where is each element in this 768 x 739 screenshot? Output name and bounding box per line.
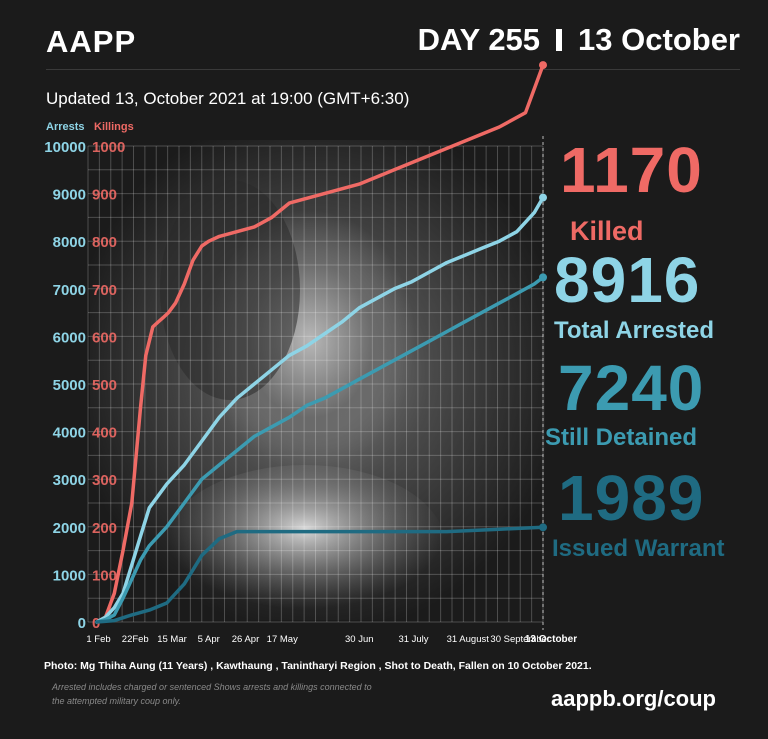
right-tick-label: 900 xyxy=(92,187,117,204)
left-tick-label: 5000 xyxy=(53,377,86,394)
x-tick-label: 17 May xyxy=(267,634,298,645)
killings-endpoint xyxy=(539,61,547,70)
day-counter: DAY 255 13 October xyxy=(418,22,740,58)
warrant-endpoint xyxy=(539,523,547,532)
warrant-count: 1989 xyxy=(558,462,705,534)
left-tick-label: 2000 xyxy=(53,520,86,537)
arrested-count: 8916 xyxy=(554,244,701,316)
right-tick-label: 700 xyxy=(92,282,117,299)
x-tick-label: 13 October xyxy=(525,634,577,645)
day-date: 13 October xyxy=(578,22,740,57)
series-lines xyxy=(95,61,547,624)
axis-labels: Arrests Killings1000090008000700060005000… xyxy=(44,121,577,645)
x-tick-label: 22Feb xyxy=(122,634,149,645)
left-tick-label: 10000 xyxy=(44,139,86,156)
detained-count: 7240 xyxy=(558,352,705,424)
killings-line xyxy=(95,63,545,624)
warrant-label: Issued Warrant xyxy=(552,535,725,562)
x-tick-label: 31 July xyxy=(398,634,428,645)
header-divider xyxy=(46,69,740,70)
x-tick-label: 15 Mar xyxy=(157,634,187,645)
left-tick-label: 4000 xyxy=(53,425,86,442)
detained-label: Still Detained xyxy=(545,424,698,451)
left-tick-label: 8000 xyxy=(53,234,86,251)
right-tick-label: 500 xyxy=(92,377,117,394)
left-tick-label: 3000 xyxy=(53,472,86,489)
chart-grid xyxy=(87,136,544,630)
killed-count: 1170 xyxy=(560,134,703,206)
x-tick-label: 26 Apr xyxy=(232,634,259,645)
left-tick-label: 0 xyxy=(78,615,86,632)
background-photo xyxy=(90,140,545,625)
x-tick-label: 30 Jun xyxy=(345,634,374,645)
right-tick-label: 200 xyxy=(92,520,117,537)
detained-line xyxy=(95,275,545,624)
x-tick-label: 30 September xyxy=(490,634,550,645)
right-tick-label: 1000 xyxy=(92,139,125,156)
day-number: DAY 255 xyxy=(417,22,541,57)
source-url[interactable]: aappb.org/coup xyxy=(551,686,716,711)
x-tick-label: 1 Feb xyxy=(86,634,110,645)
left-tick-label: 9000 xyxy=(53,187,86,204)
footnote: Arrested includes charged or sentenced S… xyxy=(52,682,372,706)
detained-endpoint xyxy=(539,273,547,282)
left-tick-label: 6000 xyxy=(53,329,86,346)
left-axis-title: Arrests xyxy=(46,121,85,133)
brand-title: AAPP xyxy=(46,24,137,59)
left-tick-label: 7000 xyxy=(53,282,86,299)
arrests-endpoint xyxy=(539,193,547,202)
right-tick-label: 100 xyxy=(92,567,117,584)
x-tick-label: 5 Apr xyxy=(198,634,220,645)
right-tick-label: 300 xyxy=(92,472,117,489)
arrested-label: Total Arrested xyxy=(554,317,715,344)
photo-credit: Photo: Mg Thiha Aung (11 Years) , Kawtha… xyxy=(44,660,592,672)
updated-timestamp: Updated 13, October 2021 at 19:00 (GMT+6… xyxy=(46,89,410,108)
right-tick-label: 800 xyxy=(92,234,117,251)
x-tick-label: 31 August xyxy=(447,634,490,645)
arrests-line xyxy=(95,195,545,624)
day-separator xyxy=(556,29,563,51)
warrant-line xyxy=(95,525,545,624)
right-tick-label: 600 xyxy=(92,329,117,346)
left-tick-label: 1000 xyxy=(53,567,86,584)
killed-label: Killed xyxy=(570,216,644,246)
right-axis-title: Killings xyxy=(94,121,134,133)
right-tick-label: 400 xyxy=(92,425,117,442)
